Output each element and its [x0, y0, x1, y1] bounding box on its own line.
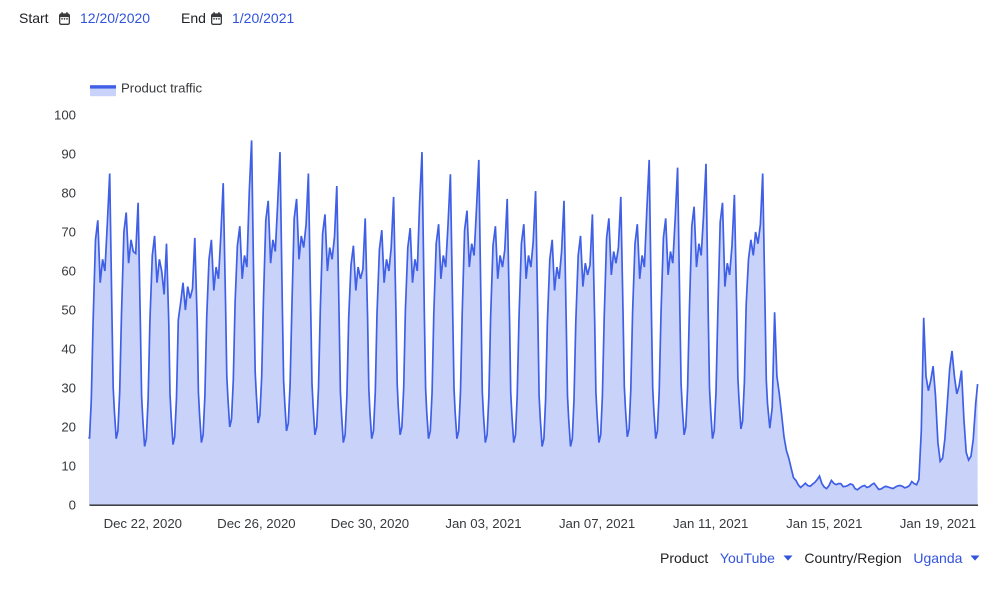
- svg-text:Jan 03, 2021: Jan 03, 2021: [445, 516, 521, 531]
- svg-text:0: 0: [69, 498, 76, 513]
- svg-text:Jan 07, 2021: Jan 07, 2021: [559, 516, 635, 531]
- svg-text:80: 80: [61, 186, 76, 201]
- svg-text:Jan 11, 2021: Jan 11, 2021: [673, 516, 748, 531]
- svg-text:Jan 15, 2021: Jan 15, 2021: [786, 516, 862, 531]
- svg-text:30: 30: [61, 381, 76, 396]
- svg-text:Product traffic: Product traffic: [121, 81, 203, 96]
- svg-text:70: 70: [61, 225, 76, 240]
- svg-text:Dec 30, 2020: Dec 30, 2020: [331, 516, 409, 531]
- svg-text:100: 100: [54, 108, 76, 123]
- svg-text:60: 60: [61, 264, 76, 279]
- svg-text:90: 90: [61, 147, 76, 162]
- svg-text:40: 40: [61, 342, 76, 357]
- svg-text:Jan 19, 2021: Jan 19, 2021: [900, 516, 976, 531]
- svg-text:Dec 22, 2020: Dec 22, 2020: [104, 516, 182, 531]
- svg-text:10: 10: [61, 459, 76, 474]
- svg-text:50: 50: [61, 303, 76, 318]
- svg-text:20: 20: [61, 420, 76, 435]
- svg-text:Dec 26, 2020: Dec 26, 2020: [217, 516, 295, 531]
